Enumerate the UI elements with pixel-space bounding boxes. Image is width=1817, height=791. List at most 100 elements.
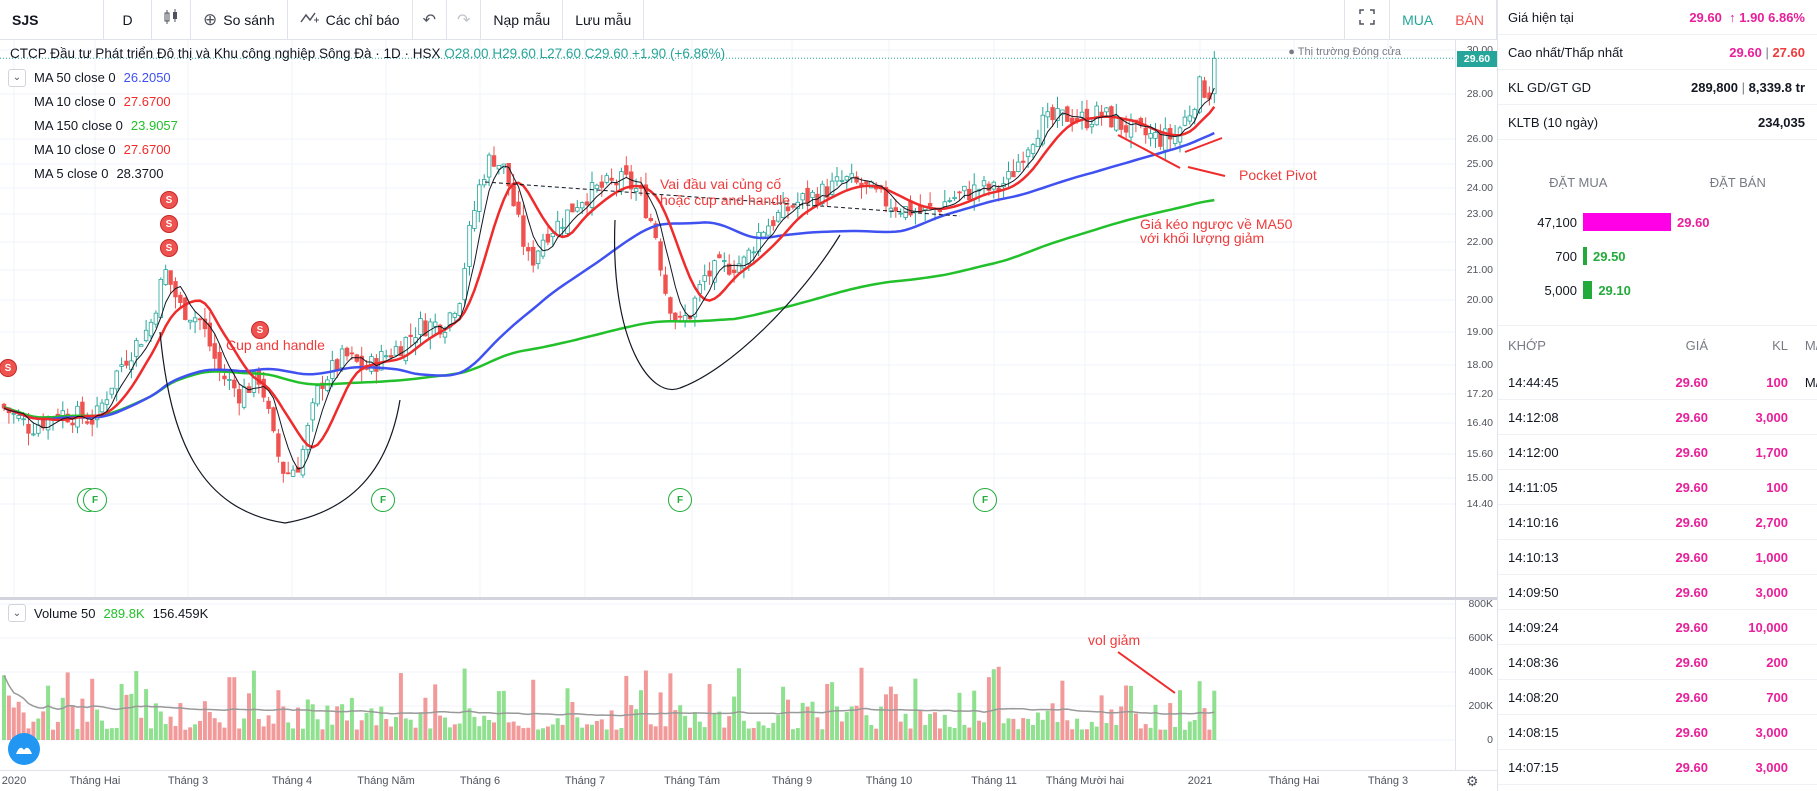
candle-body bbox=[526, 247, 531, 252]
candle-body bbox=[1060, 109, 1065, 115]
candle-body bbox=[981, 180, 987, 187]
chart-area[interactable]: CTCP Đầu tư Phát triển Đô thị và Khu côn… bbox=[0, 40, 1497, 791]
fundamental-marker[interactable]: F bbox=[973, 488, 997, 512]
fullscreen-button[interactable] bbox=[1345, 0, 1391, 40]
candle-body bbox=[1158, 133, 1163, 147]
fundamental-marker[interactable]: F bbox=[668, 488, 692, 512]
volume-bar bbox=[737, 668, 741, 740]
sell-signal-marker[interactable]: S bbox=[0, 359, 17, 377]
sell-signal-marker[interactable]: S bbox=[160, 191, 178, 209]
compare-button[interactable]: ⊕ So sánh bbox=[191, 0, 288, 40]
time-tick: Tháng Năm bbox=[357, 775, 415, 787]
symbol-search[interactable]: SJS bbox=[0, 0, 104, 40]
fundamental-marker[interactable]: F bbox=[83, 488, 107, 512]
settings-gear-icon[interactable]: ⚙ bbox=[1466, 773, 1479, 789]
orderbook-row[interactable]: 47,100 29.60 bbox=[1498, 205, 1817, 239]
orderbook-row[interactable]: 700 29.50 bbox=[1498, 239, 1817, 273]
trade-row[interactable]: 14:08:20 29.60 700B bbox=[1498, 680, 1817, 715]
price-tick: 23.00 bbox=[1466, 208, 1493, 220]
trade-row[interactable]: 14:08:15 29.60 3,000B bbox=[1498, 715, 1817, 750]
volume-bar bbox=[717, 711, 722, 740]
volume-bar bbox=[555, 718, 560, 740]
candle-body bbox=[1021, 160, 1026, 163]
price-pane[interactable]: CTCP Đầu tư Phát triển Đô thị và Khu côn… bbox=[0, 40, 1455, 597]
volume-bar bbox=[1212, 690, 1217, 740]
volume-bar bbox=[536, 729, 541, 740]
candle-body bbox=[31, 433, 36, 436]
trades-list[interactable]: 14:44:4529.60100M/B14:12:0829.603,000B14… bbox=[1498, 365, 1817, 785]
volume-bar bbox=[408, 719, 413, 740]
orderbook-row[interactable]: 5,000 29.10 bbox=[1498, 273, 1817, 307]
volume-bar bbox=[70, 705, 75, 740]
legend-row-ma10b[interactable]: MA 10 close 0 27.6700 bbox=[8, 138, 178, 162]
legend-row-ma5[interactable]: MA 5 close 0 28.3700 bbox=[8, 162, 178, 186]
trade-row[interactable]: 14:44:45 29.60 100 M/B bbox=[1498, 365, 1817, 400]
sell-signal-marker[interactable]: S bbox=[160, 239, 178, 257]
trade-row[interactable]: 14:09:50 29.60 3,000B bbox=[1498, 575, 1817, 610]
annotation-pullback1: Giá kéo ngược về MA50 bbox=[1140, 216, 1293, 232]
fundamental-marker[interactable]: F bbox=[371, 488, 395, 512]
volume-scale[interactable]: 800K 600K 400K 200K 0 bbox=[1455, 598, 1497, 770]
volume-bar bbox=[977, 720, 982, 740]
volume-bar bbox=[550, 724, 555, 740]
volume-bar bbox=[394, 717, 398, 740]
redo-button[interactable]: ↷ bbox=[447, 0, 482, 40]
volume-bar bbox=[923, 724, 928, 740]
candle-style-button[interactable] bbox=[152, 0, 191, 40]
volume-bar bbox=[967, 727, 972, 740]
trade-volume: 200 bbox=[1766, 654, 1788, 670]
trade-row[interactable]: 14:09:24 29.60 10,000B bbox=[1498, 610, 1817, 645]
volume-bar bbox=[590, 724, 594, 740]
candle-body bbox=[187, 319, 193, 323]
trade-row[interactable]: 14:12:00 29.60 1,700B bbox=[1498, 435, 1817, 470]
time-axis[interactable]: 2020 Tháng Hai Tháng 3 Tháng 4 Tháng Năm Thán… bbox=[0, 770, 1497, 791]
interval-button[interactable]: D bbox=[104, 0, 152, 40]
trade-row[interactable]: 14:08:36 29.60 200B bbox=[1498, 645, 1817, 680]
tradingview-logo[interactable] bbox=[8, 733, 40, 765]
legend-row-ma150[interactable]: MA 150 close 0 23.9057 bbox=[8, 114, 178, 138]
volume-collapse-button[interactable]: ⌄ bbox=[8, 604, 26, 622]
volume-bar bbox=[1055, 721, 1060, 740]
volume-bar bbox=[369, 708, 374, 740]
volume-bar bbox=[805, 706, 810, 740]
volume-bar bbox=[237, 728, 242, 740]
volume-bar bbox=[222, 727, 227, 740]
volume-pane[interactable]: ⌄ Volume 50 289.8K 156.459K vol giảm bbox=[0, 600, 1455, 770]
legend-collapse-button[interactable]: ⌄ bbox=[8, 69, 26, 87]
volume-bar bbox=[1021, 718, 1026, 740]
price-scale[interactable]: 30.00 28.00 26.00 25.00 24.00 23.00 22.00 21.00… bbox=[1455, 40, 1497, 597]
candle-body bbox=[692, 297, 698, 318]
chart-title-line: CTCP Đầu tư Phát triển Đô thị và Khu côn… bbox=[10, 46, 725, 61]
candle-body bbox=[379, 351, 384, 371]
candle-body bbox=[168, 270, 173, 285]
trade-row[interactable]: 14:10:16 29.60 2,700B bbox=[1498, 505, 1817, 540]
trade-row[interactable]: 14:11:05 29.60 100B bbox=[1498, 470, 1817, 505]
trade-time: 14:10:13 bbox=[1508, 549, 1559, 565]
candle-body bbox=[599, 181, 604, 188]
volume-bar bbox=[604, 729, 609, 740]
candle-body bbox=[344, 347, 350, 357]
info-value: 29.60 bbox=[1689, 9, 1722, 25]
trade-row[interactable]: 14:07:15 29.60 3,000B bbox=[1498, 750, 1817, 785]
price-tick: 28.00 bbox=[1466, 88, 1493, 100]
sell-signal-marker[interactable]: S bbox=[160, 215, 178, 233]
volume-bar bbox=[31, 721, 36, 740]
trade-row[interactable]: 14:12:08 29.60 3,000B bbox=[1498, 400, 1817, 435]
indicators-button[interactable]: Các chỉ báo bbox=[288, 0, 413, 40]
pane-separator[interactable] bbox=[0, 597, 1497, 600]
candle-body bbox=[722, 260, 727, 262]
trade-price: 29.60 bbox=[1675, 514, 1708, 530]
sell-button[interactable]: BÁN bbox=[1455, 11, 1484, 28]
sell-signal-marker[interactable]: S bbox=[251, 321, 269, 339]
legend-row-ma50[interactable]: ⌄ MA 50 close 0 26.2050 bbox=[8, 66, 178, 90]
trade-volume: 3,000 bbox=[1755, 724, 1788, 740]
undo-button[interactable]: ↶ bbox=[413, 0, 447, 40]
trade-row[interactable]: 14:10:13 29.60 1,000B bbox=[1498, 540, 1817, 575]
volume-bar bbox=[1031, 724, 1035, 740]
legend-row-ma10[interactable]: MA 10 close 0 27.6700 bbox=[8, 90, 178, 114]
buy-button[interactable]: MUA bbox=[1402, 11, 1434, 28]
load-template-button[interactable]: Nạp mẫu bbox=[481, 0, 564, 40]
volume-bar bbox=[496, 691, 501, 740]
save-template-button[interactable]: Lưu mẫu bbox=[563, 0, 645, 40]
volume-bar bbox=[340, 704, 345, 740]
